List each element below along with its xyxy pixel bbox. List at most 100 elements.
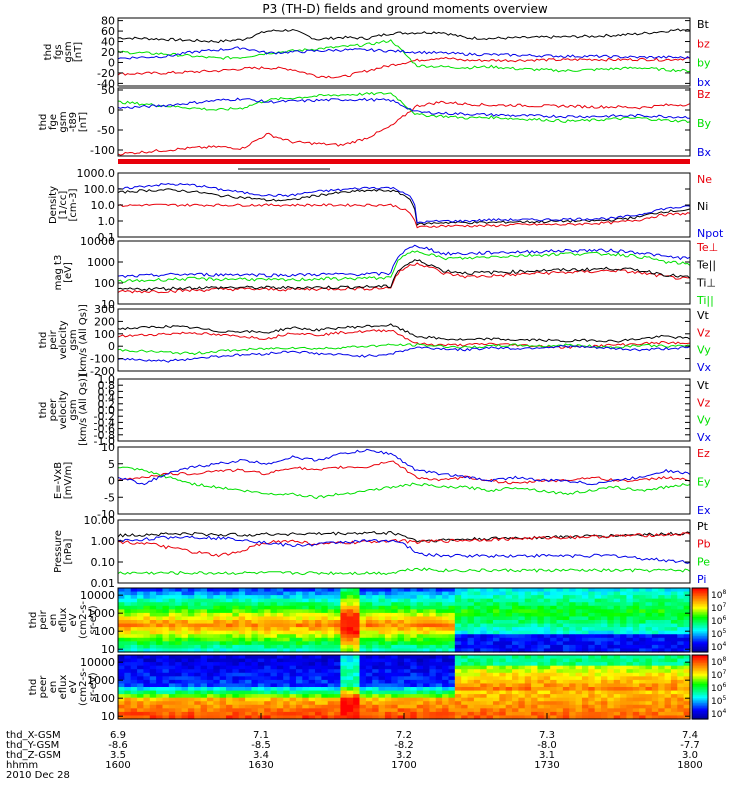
heatmap-cell <box>130 690 138 695</box>
x-tick-label: 3.5 <box>110 750 126 761</box>
heatmap-cell <box>492 662 500 667</box>
heatmap-cell <box>670 588 678 593</box>
heatmap-cell <box>353 662 361 667</box>
heatmap-cell <box>276 683 284 688</box>
heatmap-cell <box>162 694 170 699</box>
heatmap-cell <box>435 605 443 610</box>
heatmap-cell <box>149 595 157 600</box>
heatmap-cell <box>562 637 570 642</box>
heatmap-cell <box>423 588 431 593</box>
heatmap-cell <box>651 672 659 677</box>
heatmap-cell <box>448 669 456 674</box>
heatmap-cell <box>429 637 437 642</box>
heatmap-cell <box>130 669 138 674</box>
heatmap-cell <box>670 641 678 646</box>
heatmap-cell <box>480 669 488 674</box>
heatmap-cell <box>404 704 411 709</box>
heatmap-cell <box>137 612 145 618</box>
heatmap-cell <box>276 655 284 660</box>
heatmap-cell <box>308 595 316 600</box>
heatmap-cell <box>588 630 596 635</box>
heatmap-cell <box>639 658 647 663</box>
heatmap-cell <box>187 620 195 625</box>
heatmap-cell <box>124 658 132 663</box>
heatmap-cell <box>321 658 329 663</box>
heatmap-cell <box>384 637 392 642</box>
y-axis-label-line: peer <box>48 398 59 422</box>
panel-frame <box>117 172 691 238</box>
heatmap-cell <box>238 598 246 603</box>
heatmap-cell <box>683 701 691 706</box>
heatmap-cell <box>315 690 322 695</box>
heatmap-cell <box>537 644 545 650</box>
y-axis-label-line: gsm <box>68 399 79 420</box>
legend-entry-fge-2: Bx <box>697 146 712 159</box>
heatmap-cell <box>416 620 424 625</box>
heatmap-cell <box>512 679 519 685</box>
heatmap-cell <box>486 637 494 642</box>
y-tick-label: -0.8 <box>94 429 115 442</box>
colorbar-segment <box>692 707 708 710</box>
heatmap-cell <box>683 595 691 600</box>
heatmap-cell <box>492 612 500 618</box>
heatmap-cell <box>632 715 640 720</box>
heatmap-cell <box>283 602 291 607</box>
heatmap-cell <box>480 616 488 621</box>
heatmap-cell <box>677 662 685 667</box>
heatmap-cell <box>626 665 634 670</box>
heatmap-cell <box>270 672 278 677</box>
heatmap-cell <box>581 609 589 614</box>
heatmap-cell <box>365 704 373 709</box>
heatmap-cell <box>308 598 316 603</box>
heatmap-cell <box>594 679 602 685</box>
heatmap-cell <box>397 609 405 614</box>
heatmap-cell <box>130 595 138 600</box>
heatmap-cell <box>181 715 189 720</box>
heatmap-cell <box>410 708 418 713</box>
heatmap-cell <box>683 637 691 642</box>
heatmap-cell <box>429 588 437 593</box>
heatmap-cell <box>251 612 259 618</box>
heatmap-cell <box>276 701 284 706</box>
heatmap-cell <box>264 669 272 674</box>
heatmap-cell <box>550 623 558 628</box>
heatmap-cell <box>156 630 164 635</box>
heatmap-cell <box>213 655 221 660</box>
heatmap-cell <box>308 658 316 663</box>
heatmap-cell <box>435 704 443 709</box>
heatmap-cell <box>404 612 411 618</box>
heatmap-cell <box>531 630 539 635</box>
heatmap-cell <box>645 616 653 621</box>
heatmap-cell <box>206 672 214 677</box>
heatmap-cell <box>232 683 240 688</box>
heatmap-cell <box>461 612 469 618</box>
heatmap-cell <box>118 690 125 695</box>
heatmap-cell <box>524 595 532 600</box>
heatmap-cell <box>346 620 354 625</box>
x-tick-label: -8.5 <box>251 740 271 751</box>
heatmap-cell <box>581 623 589 628</box>
heatmap-cell <box>658 672 666 677</box>
heatmap-cell <box>200 715 208 720</box>
heatmap-cell <box>664 708 672 713</box>
heatmap-cell <box>620 612 628 618</box>
heatmap-cell <box>562 598 570 603</box>
heatmap-cell <box>391 697 399 702</box>
heatmap-cell <box>391 665 399 670</box>
heatmap-cell <box>435 658 443 663</box>
heatmap-cell <box>194 711 202 717</box>
heatmap-cell <box>340 690 348 695</box>
heatmap-cell <box>251 595 259 600</box>
colorbar-segment <box>692 664 708 667</box>
heatmap-cell <box>346 708 354 713</box>
heatmap-cell <box>607 662 615 667</box>
heatmap-cell <box>187 694 195 699</box>
heatmap-cell <box>410 630 418 635</box>
x-tick-label: 7.1 <box>253 730 269 741</box>
heatmap-cell <box>658 711 666 717</box>
heatmap-cell <box>289 658 297 663</box>
heatmap-cell <box>245 598 253 603</box>
heatmap-cell <box>270 676 278 681</box>
heatmap-cell <box>416 641 424 646</box>
heatmap-cell <box>626 701 634 706</box>
